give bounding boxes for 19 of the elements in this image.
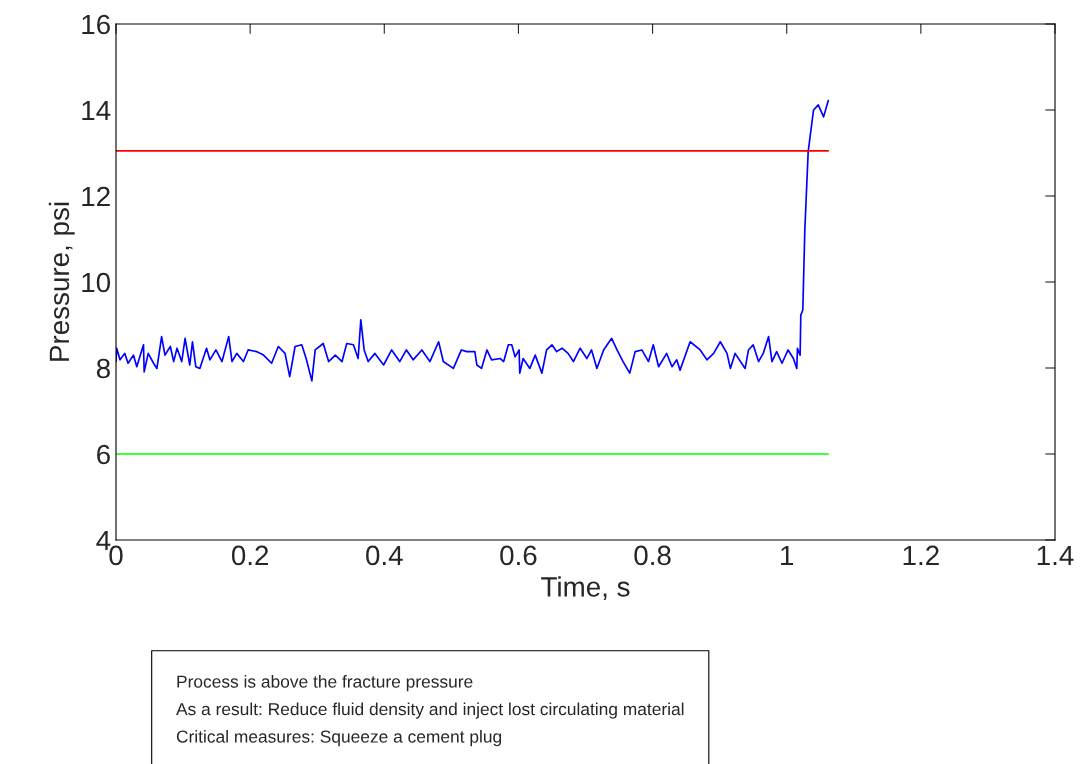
y-tick-label: 12 <box>82 186 110 207</box>
y-tick-label: 4 <box>96 530 111 551</box>
y-tick-label: 16 <box>82 14 110 35</box>
y-axis-title: Pressure, psi <box>48 202 75 361</box>
x-tick-label: 1 <box>781 545 794 565</box>
line-series <box>116 99 830 382</box>
x-tick-label: 0.2 <box>231 545 269 566</box>
x-tick-label: 0.8 <box>634 545 671 566</box>
x-tick-label: 0 <box>109 545 123 566</box>
x-tick-label: 0.6 <box>500 545 537 566</box>
y-tick-label: 6 <box>97 444 110 465</box>
x-tick-label: 1.2 <box>903 545 939 565</box>
text: Process is above the fracture pressure As a result: Reduce fluid density and inject lost circulating material Critical measures: Squeeze a cement plug <box>176 675 684 747</box>
y-tick-label: 8 <box>96 358 110 379</box>
x-tick-label: 1.4 <box>1037 545 1074 565</box>
y-tick-label: 10 <box>82 272 111 293</box>
x-axis-title: Time, s <box>541 576 630 600</box>
y-tick-label: 14 <box>82 100 111 121</box>
x-tick-label: 0.4 <box>366 545 403 566</box>
